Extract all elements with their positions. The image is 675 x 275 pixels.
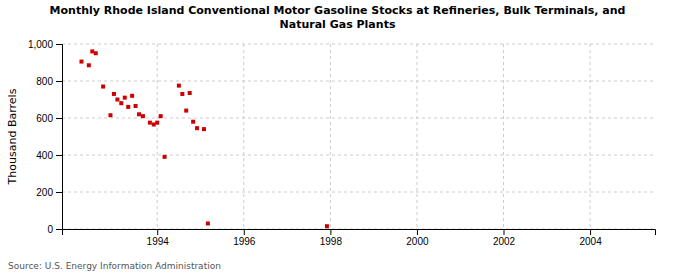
tick: 1994 [147, 229, 170, 247]
point [94, 51, 98, 55]
grid-line [243, 44, 244, 229]
grid-line [62, 192, 655, 193]
point [126, 105, 130, 109]
tick-label: 2004 [579, 236, 602, 247]
point [119, 101, 123, 105]
point [137, 112, 141, 116]
tick: 2002 [493, 229, 516, 247]
point [180, 92, 184, 96]
point [155, 121, 159, 125]
tick: 1,000 [28, 39, 62, 50]
point [123, 96, 127, 100]
tick-mark [56, 192, 62, 193]
grid-line [590, 44, 591, 229]
tick-label: 1998 [320, 236, 343, 247]
tick: 1998 [320, 229, 343, 247]
point [177, 84, 181, 88]
grid-line [330, 44, 331, 229]
point [108, 113, 112, 117]
tick-mark [590, 229, 591, 235]
point [159, 114, 163, 118]
tick: 2000 [406, 229, 429, 247]
tick-mark [157, 229, 158, 235]
tick-mark [56, 118, 62, 119]
tick-label: 400 [36, 150, 53, 161]
chart: 1994 1996 1998 2000 2002 2004 0 200 400 600 800 1,0… [0, 0, 675, 275]
point [130, 94, 134, 98]
point [134, 104, 138, 108]
point [87, 63, 91, 67]
point [112, 92, 116, 96]
tick-label: 2000 [406, 236, 429, 247]
tick: 200 [36, 187, 62, 198]
tick-mark [56, 155, 62, 156]
grid-line [62, 155, 655, 156]
source-note: Source: U.S. Energy Information Administ… [8, 261, 221, 271]
tick-mark [504, 229, 505, 235]
y-axis-title: Thousand Barrels [6, 88, 19, 185]
point [115, 98, 119, 102]
point [195, 126, 199, 130]
series [206, 221, 329, 228]
x-axis: 1994 1996 1998 2000 2002 2004 [63, 229, 656, 247]
point [202, 127, 206, 131]
axis-line [56, 45, 63, 230]
tick-mark [417, 229, 418, 235]
point [152, 122, 156, 126]
title: Monthly Rhode Island Conventional Motor … [50, 4, 626, 31]
point [163, 155, 167, 159]
point [206, 221, 210, 225]
grid-line [62, 44, 655, 45]
point [101, 85, 105, 89]
grid-line [416, 44, 417, 229]
series [79, 49, 205, 158]
tick-mark [244, 229, 245, 235]
y-axis: 0 200 400 600 800 1,000 [28, 39, 63, 235]
grid-line [157, 44, 158, 229]
points [79, 49, 328, 228]
point [79, 60, 83, 64]
tick: 1996 [233, 229, 256, 247]
tick-label: 800 [36, 76, 53, 87]
point [90, 49, 94, 53]
tick: 2004 [579, 229, 602, 247]
tick-label: 200 [36, 187, 53, 198]
tick: 400 [36, 150, 62, 161]
point [325, 224, 329, 228]
tick-label: 1994 [147, 236, 170, 247]
plot: 1994 1996 1998 2000 2002 2004 0 200 400 600 800 1,0… [28, 39, 656, 247]
tick-mark [56, 229, 62, 230]
tick-label: 0 [47, 224, 53, 235]
tick-label: 600 [36, 113, 53, 124]
title-line: Monthly Rhode Island Conventional Motor … [50, 4, 626, 17]
tick-mark [56, 81, 62, 82]
tick-label: 1,000 [28, 39, 53, 50]
point [141, 114, 145, 118]
grid-line [62, 81, 655, 82]
grid [62, 44, 655, 229]
tick: 800 [36, 76, 62, 87]
point [188, 91, 192, 95]
tick-label: 1996 [233, 236, 256, 247]
tick: 600 [36, 113, 62, 124]
axis-line [63, 230, 656, 236]
title-line: Natural Gas Plants [280, 18, 396, 31]
tick-label: 2002 [493, 236, 516, 247]
point [148, 121, 152, 125]
tick: 0 [47, 224, 62, 235]
grid-line [62, 118, 655, 119]
grid-line [503, 44, 504, 229]
point [184, 109, 188, 113]
tick-mark [330, 229, 331, 235]
tick-mark [56, 44, 62, 45]
point [191, 120, 195, 124]
